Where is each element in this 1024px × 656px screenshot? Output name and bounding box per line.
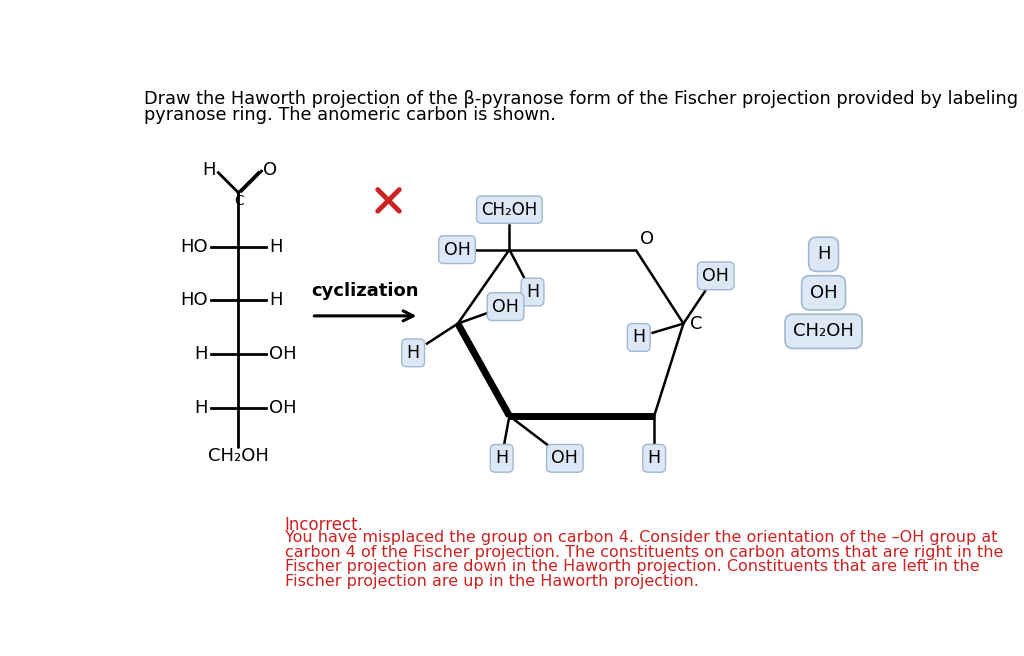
Text: OH: OH xyxy=(269,345,297,363)
Text: H: H xyxy=(496,449,508,467)
Text: Fischer projection are up in the Haworth projection.: Fischer projection are up in the Haworth… xyxy=(285,574,698,589)
Text: OH: OH xyxy=(443,241,470,258)
Text: CH₂OH: CH₂OH xyxy=(208,447,268,465)
Text: CH₂OH: CH₂OH xyxy=(481,201,538,218)
Text: pyranose ring. The anomeric carbon is shown.: pyranose ring. The anomeric carbon is sh… xyxy=(144,106,556,125)
Text: C: C xyxy=(689,315,702,333)
Text: H: H xyxy=(195,400,208,417)
Text: OH: OH xyxy=(810,284,838,302)
Text: O: O xyxy=(263,161,278,178)
Text: H: H xyxy=(195,345,208,363)
Text: Fischer projection are down in the Haworth projection. Constituents that are lef: Fischer projection are down in the Hawor… xyxy=(285,559,979,574)
Text: H: H xyxy=(269,237,283,256)
Text: H: H xyxy=(632,329,645,346)
Text: carbon 4 of the Fischer projection. The constituents on carbon atoms that are ri: carbon 4 of the Fischer projection. The … xyxy=(285,544,1002,560)
Text: C: C xyxy=(234,194,244,208)
Text: HO: HO xyxy=(180,291,208,310)
Text: H: H xyxy=(647,449,660,467)
Text: Draw the Haworth projection of the β-pyranose form of the Fischer projection pro: Draw the Haworth projection of the β-pyr… xyxy=(144,89,1024,108)
Text: OH: OH xyxy=(493,298,519,316)
Text: H: H xyxy=(269,291,283,310)
Text: OH: OH xyxy=(269,400,297,417)
Text: H: H xyxy=(817,245,830,263)
Text: Incorrect.: Incorrect. xyxy=(285,516,364,534)
Text: O: O xyxy=(640,230,654,248)
Text: You have misplaced the group on carbon 4. Consider the orientation of the –OH gr: You have misplaced the group on carbon 4… xyxy=(285,530,997,545)
Text: H: H xyxy=(202,161,215,179)
Text: OH: OH xyxy=(551,449,579,467)
Text: H: H xyxy=(526,283,539,301)
Text: CH₂OH: CH₂OH xyxy=(794,322,854,340)
Text: cyclization: cyclization xyxy=(311,283,419,300)
Text: OH: OH xyxy=(702,267,729,285)
Text: HO: HO xyxy=(180,237,208,256)
Text: H: H xyxy=(407,344,420,362)
